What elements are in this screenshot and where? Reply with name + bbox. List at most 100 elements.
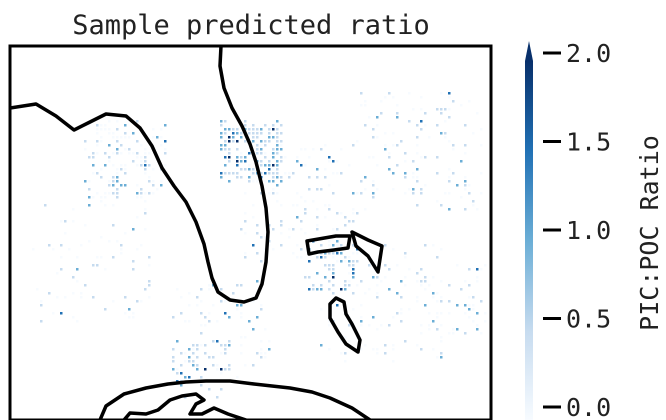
ratio-pixel xyxy=(276,172,279,175)
ratio-pixel xyxy=(136,164,139,167)
ratio-pixel xyxy=(140,160,143,163)
ratio-pixel xyxy=(384,352,387,355)
ratio-pixel xyxy=(240,316,243,319)
ratio-pixel xyxy=(116,168,119,171)
ratio-pixel xyxy=(108,160,111,163)
ratio-pixel xyxy=(328,156,331,159)
ratio-pixel xyxy=(480,192,483,195)
ratio-pixel xyxy=(372,180,375,183)
ratio-pixel xyxy=(436,300,439,303)
ratio-pixel xyxy=(200,344,203,347)
ratio-pixel xyxy=(144,288,147,291)
ratio-pixel xyxy=(256,252,259,255)
ratio-pixel xyxy=(72,276,75,279)
ratio-pixel xyxy=(128,148,131,151)
ratio-pixel xyxy=(376,188,379,191)
ratio-pixel xyxy=(276,168,279,171)
ratio-pixel xyxy=(272,152,275,155)
ratio-pixel xyxy=(308,188,311,191)
ratio-pixel xyxy=(348,264,351,267)
ratio-pixel xyxy=(152,192,155,195)
ratio-pixel xyxy=(112,256,115,259)
ratio-pixel xyxy=(116,196,119,199)
ratio-pixel xyxy=(348,284,351,287)
ratio-pixel xyxy=(276,200,279,203)
ratio-pixel xyxy=(352,252,355,255)
ratio-pixel xyxy=(192,360,195,363)
ratio-pixel xyxy=(144,200,147,203)
ratio-pixel xyxy=(124,132,127,135)
ratio-pixel xyxy=(432,292,435,295)
ratio-pixel xyxy=(376,328,379,331)
ratio-pixel xyxy=(436,328,439,331)
ratio-pixel xyxy=(220,288,223,291)
ratio-pixel xyxy=(332,192,335,195)
ratio-pixel xyxy=(388,168,391,171)
ratio-pixel xyxy=(100,176,103,179)
ratio-pixel xyxy=(264,164,267,167)
ratio-pixel xyxy=(116,136,119,139)
ratio-pixel xyxy=(352,268,355,271)
ratio-pixel xyxy=(468,192,471,195)
ratio-pixel xyxy=(88,188,91,191)
ratio-pixel xyxy=(468,184,471,187)
ratio-pixel xyxy=(196,368,199,371)
ratio-pixel xyxy=(404,176,407,179)
ratio-pixel xyxy=(252,180,255,183)
ratio-pixel xyxy=(376,164,379,167)
ratio-pixel xyxy=(360,92,363,95)
ratio-pixel xyxy=(100,136,103,139)
ratio-pixel xyxy=(332,272,335,275)
ratio-pixel xyxy=(472,132,475,135)
ratio-pixel xyxy=(468,100,471,103)
ratio-pixel xyxy=(336,240,339,243)
ratio-pixel xyxy=(484,312,487,315)
ratio-pixel xyxy=(320,288,323,291)
colorbar: 0.0 0.5 1.0 1.5 2.0 PIC:POC Ratio xyxy=(525,39,664,420)
ratio-pixel xyxy=(252,380,255,383)
long-island xyxy=(328,296,362,354)
ratio-pixel xyxy=(228,152,231,155)
ratio-pixel xyxy=(312,148,315,151)
ratio-pixel xyxy=(264,236,267,239)
ratio-pixel xyxy=(376,352,379,355)
ratio-pixel xyxy=(136,152,139,155)
ratio-pixel xyxy=(376,276,379,279)
ratio-pixel xyxy=(196,296,199,299)
ratio-pixel xyxy=(252,204,255,207)
ratio-pixel xyxy=(352,144,355,147)
ratio-pixel xyxy=(128,316,131,319)
ratio-pixel xyxy=(148,152,151,155)
ratio-pixel xyxy=(216,320,219,323)
ratio-pixel xyxy=(456,328,459,331)
ratio-pixel xyxy=(228,148,231,151)
ratio-pixel xyxy=(400,312,403,315)
ratio-pixel xyxy=(116,180,119,183)
ratio-pixel xyxy=(252,244,255,247)
ratio-pixel xyxy=(144,152,147,155)
ratio-pixel xyxy=(228,136,231,139)
ratio-pixel xyxy=(140,156,143,159)
ratio-pixel xyxy=(400,140,403,143)
ratio-pixel xyxy=(240,228,243,231)
ratio-pixel xyxy=(468,308,471,311)
ratio-pixel xyxy=(364,100,367,103)
ratio-pixel xyxy=(316,168,319,171)
ratio-pixel xyxy=(356,192,359,195)
ratio-pixel xyxy=(124,136,127,139)
ratio-pixel xyxy=(124,124,127,127)
colorbar-label: PIC:POC Ratio xyxy=(635,135,664,331)
ratio-pixel xyxy=(256,152,259,155)
ratio-pixel xyxy=(124,232,127,235)
ratio-pixel xyxy=(240,312,243,315)
ratio-pixel xyxy=(412,160,415,163)
ratio-pixel xyxy=(148,296,151,299)
ratio-pixel xyxy=(408,120,411,123)
ratio-pixel xyxy=(228,140,231,143)
ratio-pixel xyxy=(188,304,191,307)
ratio-pixel xyxy=(464,144,467,147)
ratio-pixel xyxy=(420,192,423,195)
ratio-pixel xyxy=(336,260,339,263)
ratio-pixel xyxy=(436,200,439,203)
ratio-pixel xyxy=(204,368,207,371)
